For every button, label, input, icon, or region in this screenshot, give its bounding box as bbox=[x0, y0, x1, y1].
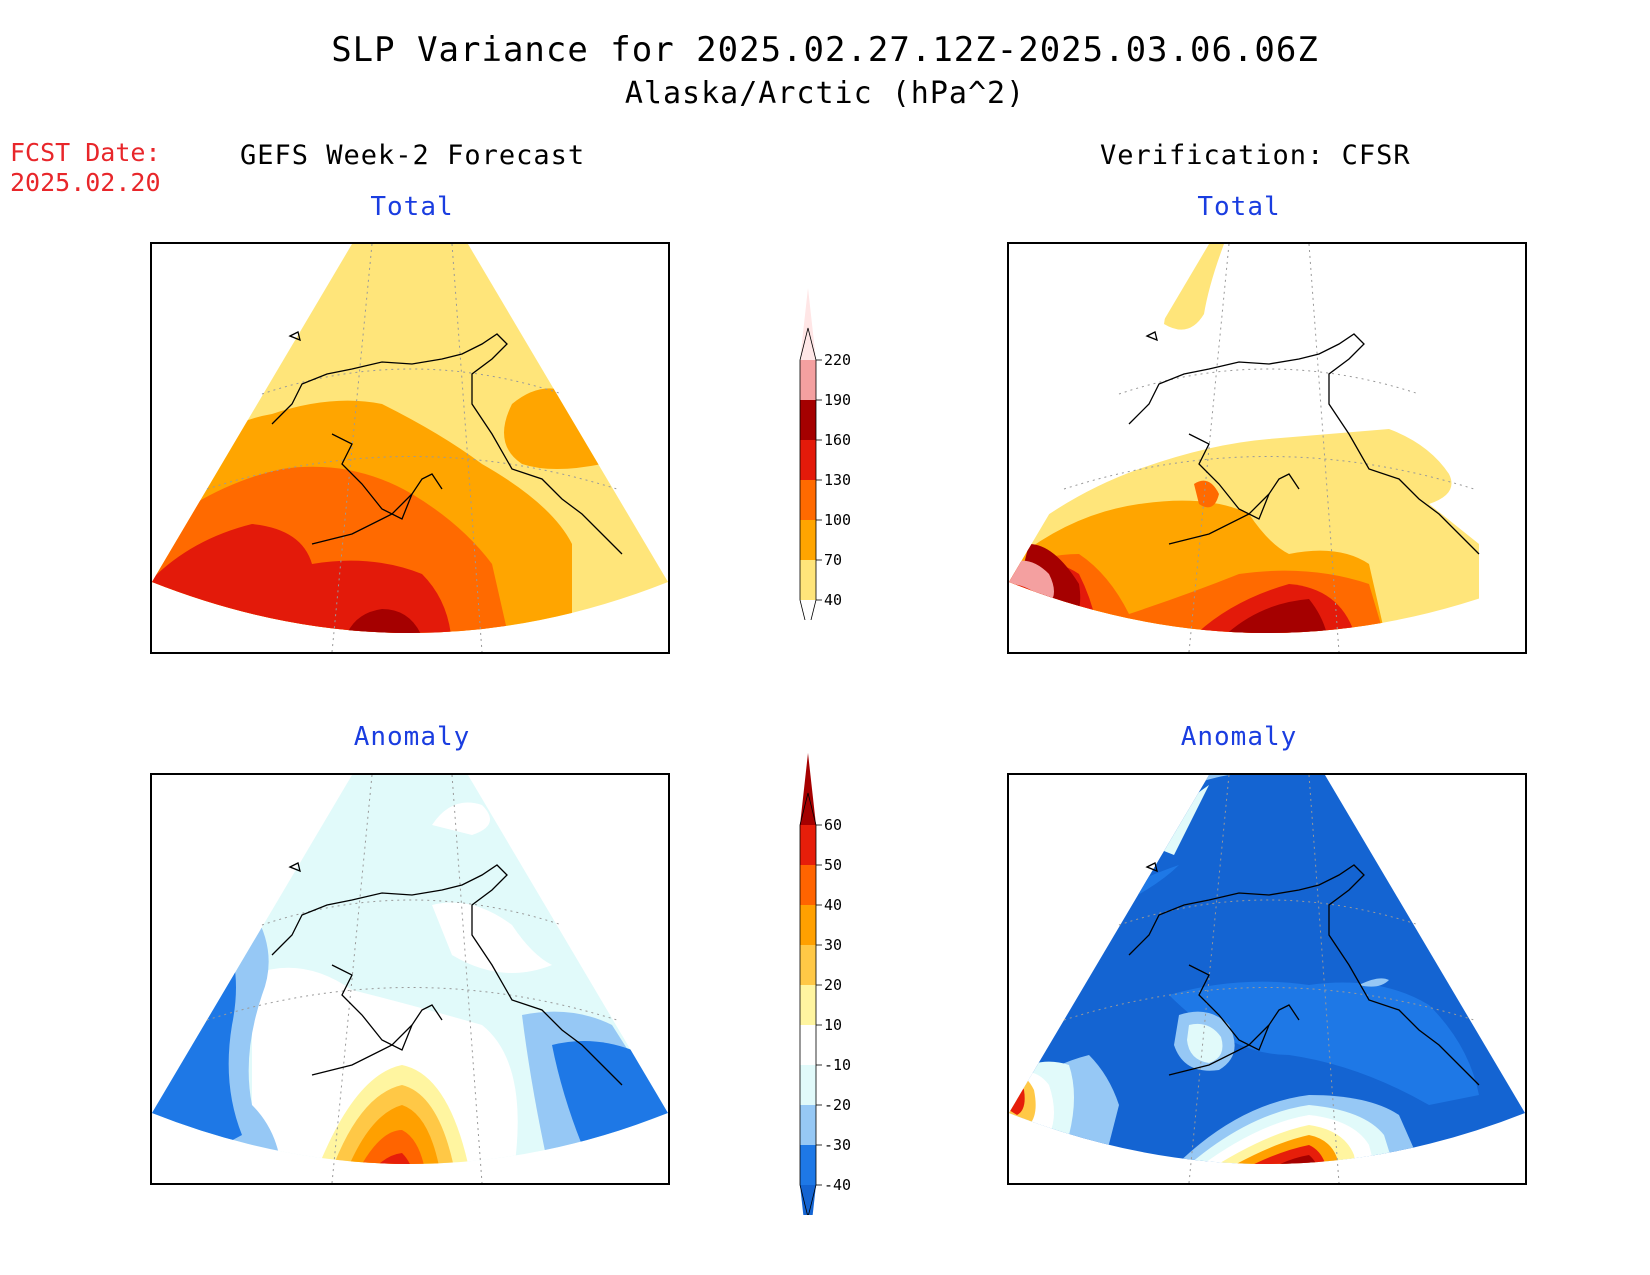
contour-70-100-east bbox=[504, 388, 602, 469]
verification-column-header: Verification: CFSR bbox=[1100, 140, 1411, 171]
colorbar-swatch bbox=[800, 1145, 816, 1185]
verification-anomaly-title: Anomaly bbox=[1180, 722, 1298, 752]
graticule bbox=[206, 244, 618, 652]
colorbar-swatch bbox=[800, 288, 816, 360]
colorbar-tick-label: 40 bbox=[824, 896, 842, 914]
colorbar-swatch bbox=[800, 480, 816, 520]
colorbar-tick-label: -10 bbox=[824, 1056, 851, 1074]
colorbar-swatch bbox=[800, 945, 816, 985]
coastline bbox=[271, 862, 623, 1086]
colorbar-tick-label: 220 bbox=[824, 351, 851, 369]
graticule bbox=[1063, 244, 1475, 652]
colorbar-swatch bbox=[800, 753, 816, 825]
fcst-date-label: FCST Date: 2025.02.20 bbox=[10, 138, 161, 198]
contour-40-70-north bbox=[1164, 244, 1224, 330]
forecast-anomaly-map bbox=[150, 773, 670, 1185]
colorbar-tick-label: 130 bbox=[824, 471, 851, 489]
colorbar-swatch bbox=[800, 1185, 816, 1215]
colorbar-swatch bbox=[800, 1105, 816, 1145]
colorbar-swatch bbox=[800, 865, 816, 905]
fcst-date-label-text: FCST Date: bbox=[10, 138, 161, 167]
colorbar-swatch bbox=[800, 360, 816, 400]
verification-total-map bbox=[1007, 242, 1527, 654]
forecast-anomaly-title: Anomaly bbox=[353, 722, 471, 752]
verification-anomaly-map bbox=[1007, 773, 1527, 1185]
colorbar-tick-label: -20 bbox=[824, 1096, 851, 1114]
colorbar-swatch bbox=[800, 905, 816, 945]
colorbar-swatch bbox=[800, 825, 816, 865]
forecast-total-map bbox=[150, 242, 670, 654]
colorbar-swatch bbox=[800, 400, 816, 440]
coastline bbox=[271, 331, 623, 555]
chart-title: SLP Variance for 2025.02.27.12Z-2025.03.… bbox=[331, 30, 1319, 70]
coastline bbox=[1128, 862, 1480, 1086]
colorbar-tick-label: 190 bbox=[824, 391, 851, 409]
colorbar-swatch bbox=[800, 440, 816, 480]
forecast-column-header: GEFS Week-2 Forecast bbox=[240, 140, 586, 171]
colorbar-tick-label: -40 bbox=[824, 1176, 851, 1194]
fcst-date-value: 2025.02.20 bbox=[10, 168, 161, 197]
forecast-total-title: Total bbox=[370, 192, 454, 222]
graticule bbox=[206, 775, 618, 1183]
chart-subtitle: Alaska/Arctic (hPa^2) bbox=[624, 76, 1026, 111]
contour-160-190 bbox=[1209, 599, 1329, 633]
graticule bbox=[1063, 775, 1475, 1183]
coastline bbox=[1128, 331, 1480, 555]
colorbar-swatch bbox=[800, 520, 816, 560]
colorbar-tick-label: 100 bbox=[824, 511, 851, 529]
colorbar-swatch bbox=[800, 1025, 816, 1065]
contour-160-190 bbox=[342, 609, 427, 633]
colorbar-tick-label: 10 bbox=[824, 1016, 842, 1034]
colorbar-tick-label: 70 bbox=[824, 551, 842, 569]
colorbar-tick-label: 160 bbox=[824, 431, 851, 449]
colorbar-tick-label: 20 bbox=[824, 976, 842, 994]
anomaly-colorbar: -40 -30 -20 -10 10 20 30 40 50 60 bbox=[799, 753, 851, 1215]
total-colorbar: 40 70 100 130 160 190 220 bbox=[799, 288, 851, 620]
colorbar-tick-label: 40 bbox=[824, 591, 842, 609]
colorbar-tick-label: 60 bbox=[824, 816, 842, 834]
contour-40-50 bbox=[352, 1130, 427, 1164]
colorbar-tick-label: -30 bbox=[824, 1136, 851, 1154]
contour-50-60 bbox=[362, 1153, 414, 1164]
colorbar-tick-label: 50 bbox=[824, 856, 842, 874]
verification-total-title: Total bbox=[1197, 192, 1281, 222]
colorbar-tick-label: 30 bbox=[824, 936, 842, 954]
contour-minus40-minus30 bbox=[152, 940, 242, 1164]
colorbar-swatch bbox=[800, 560, 816, 600]
colorbar-swatch bbox=[800, 985, 816, 1025]
colorbar-swatch bbox=[800, 1065, 816, 1105]
